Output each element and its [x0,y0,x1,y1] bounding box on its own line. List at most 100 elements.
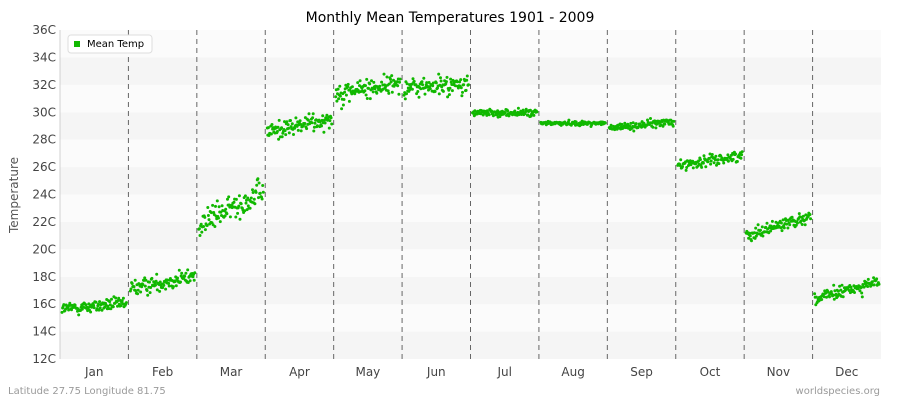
data-point [769,229,773,233]
data-point [423,92,427,96]
data-point [258,191,262,195]
data-point [750,239,753,243]
data-point [312,129,316,133]
data-point [378,84,382,88]
data-point [129,287,133,291]
chart-title: Monthly Mean Temperatures 1901 - 2009 [306,10,595,26]
data-point [108,300,112,304]
data-point [459,78,463,82]
data-point [410,87,414,91]
x-tick-label: Aug [561,365,584,379]
x-tick-label: Mar [220,365,243,379]
data-point [141,283,145,287]
data-point [829,290,833,294]
data-point [877,282,881,286]
data-point [283,129,287,133]
data-point [701,161,705,165]
data-point [121,296,125,300]
data-point [373,87,377,91]
data-point [740,150,744,154]
data-point [702,154,706,158]
data-point [87,302,91,306]
data-point [84,303,88,307]
data-point [224,207,228,211]
data-point [503,111,507,115]
data-point [275,130,279,133]
data-point [491,114,495,118]
data-point [367,86,370,90]
data-point [516,106,520,110]
data-point [197,227,201,231]
data-point [124,301,128,305]
y-tick-label: 22C [32,215,56,229]
data-point [449,77,453,81]
data-point [862,285,866,289]
data-point [446,95,450,99]
data-point [628,124,632,128]
data-point [445,75,449,79]
data-point [759,228,762,232]
data-point [246,204,250,208]
data-point [211,203,215,207]
data-point [244,201,248,205]
data-point [203,228,207,232]
data-point [336,87,340,91]
data-point [188,279,192,283]
data-point [866,277,870,281]
data-point [838,284,842,288]
data-point [389,80,393,84]
data-point [498,115,502,119]
data-point [726,159,730,163]
data-point [167,281,171,285]
data-point [162,283,166,287]
data-point [202,225,206,228]
y-tick-label: 36C [32,23,56,37]
data-point [731,157,735,161]
data-point [246,196,250,200]
data-point [748,234,752,238]
data-point [143,276,147,280]
data-point [832,297,836,301]
data-point [261,184,265,187]
data-point [387,91,391,95]
data-point [303,122,307,125]
data-point [822,295,826,299]
data-point [77,313,81,317]
data-point [232,200,236,204]
data-point [203,215,207,219]
data-point [448,86,452,90]
data-point [213,225,217,228]
legend-marker [74,41,80,47]
data-point [161,286,165,290]
data-point [329,116,333,120]
data-point [858,289,862,293]
data-point [785,222,789,226]
data-point [786,226,790,230]
data-point [405,92,408,96]
data-point [356,81,360,85]
data-point [439,76,442,80]
data-point [836,289,840,293]
data-point [96,302,100,306]
data-point [346,85,350,89]
data-point [654,126,658,130]
data-point [387,82,391,86]
data-point [460,94,464,98]
data-point [337,97,341,101]
data-point [173,280,177,283]
data-point [215,199,219,203]
data-point [286,123,290,127]
data-point [397,92,401,96]
data-point [840,283,844,287]
data-point [760,225,764,229]
data-point [180,271,184,275]
data-point [134,289,138,293]
data-point [371,87,375,91]
data-point [462,83,466,87]
data-point [60,310,64,314]
data-point [450,89,454,93]
data-point [809,217,813,221]
data-point [218,220,222,224]
data-point [315,124,319,128]
data-point [649,117,652,120]
